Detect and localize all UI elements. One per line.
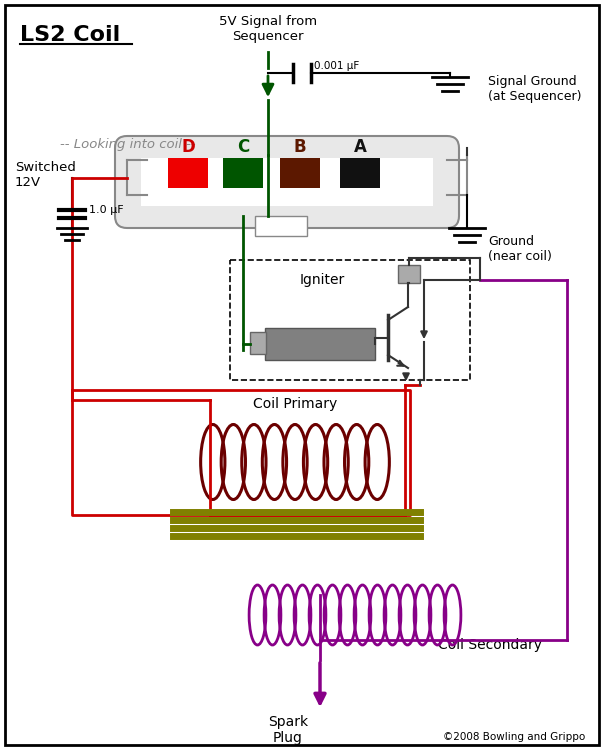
Text: Igniter: Igniter bbox=[300, 273, 345, 287]
Bar bbox=[280, 158, 320, 188]
Text: D: D bbox=[181, 138, 195, 156]
Bar bbox=[223, 158, 263, 188]
Bar bbox=[340, 158, 380, 188]
Bar bbox=[255, 216, 307, 236]
FancyBboxPatch shape bbox=[115, 136, 459, 228]
Text: Ground
(near coil): Ground (near coil) bbox=[488, 235, 552, 263]
Text: 5V Signal from
Sequencer: 5V Signal from Sequencer bbox=[219, 15, 317, 43]
Bar bbox=[168, 158, 208, 188]
Text: Signal Ground
(at Sequencer): Signal Ground (at Sequencer) bbox=[488, 75, 582, 103]
Bar bbox=[398, 265, 420, 283]
Text: 0.001 μF: 0.001 μF bbox=[314, 61, 359, 71]
Text: LS2 Coil: LS2 Coil bbox=[20, 25, 120, 45]
Text: -- Looking into coil --: -- Looking into coil -- bbox=[60, 138, 196, 151]
Text: Switched
12V: Switched 12V bbox=[15, 161, 76, 189]
Text: ©2008 Bowling and Grippo: ©2008 Bowling and Grippo bbox=[443, 732, 585, 742]
Text: Coil Primary: Coil Primary bbox=[253, 397, 337, 411]
Text: Coil Secondary: Coil Secondary bbox=[438, 638, 542, 652]
Text: 1.0 μF: 1.0 μF bbox=[89, 205, 124, 215]
Bar bbox=[230, 260, 470, 380]
Bar bbox=[250, 332, 266, 354]
Text: Spark
Plug: Spark Plug bbox=[268, 715, 308, 746]
Text: A: A bbox=[353, 138, 367, 156]
Bar bbox=[141, 158, 433, 206]
Bar bbox=[265, 328, 375, 360]
Text: C: C bbox=[237, 138, 249, 156]
Text: B: B bbox=[294, 138, 306, 156]
